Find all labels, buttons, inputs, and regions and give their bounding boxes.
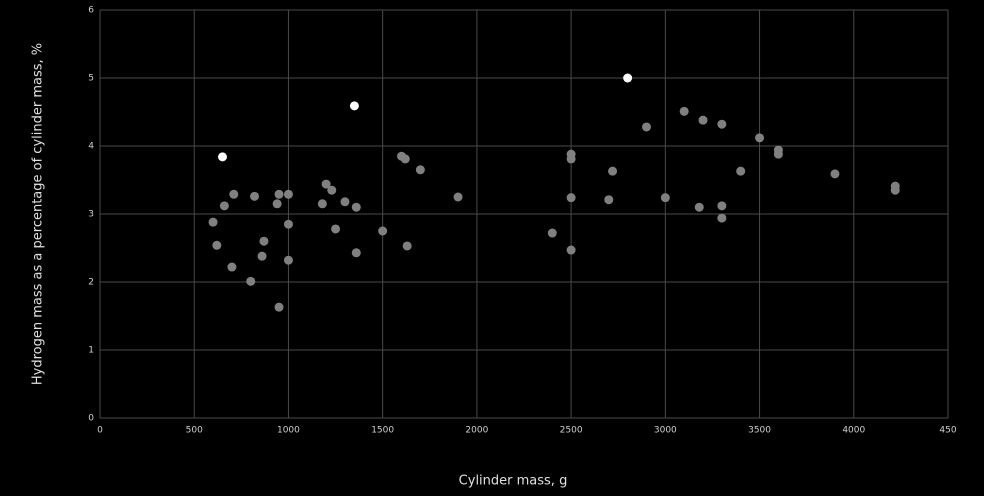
- x-tick-label: 1500: [371, 426, 394, 436]
- point: [453, 192, 463, 202]
- y-axis-title: Hydrogen mass as a percentage of cylinde…: [31, 43, 46, 385]
- point: [259, 236, 269, 246]
- point: [660, 193, 670, 203]
- point: [246, 276, 256, 286]
- point: [566, 245, 576, 255]
- point: [257, 251, 267, 261]
- point: [283, 219, 293, 229]
- point: [694, 202, 704, 212]
- point: [274, 189, 284, 199]
- y-tick-label: 1: [88, 346, 94, 356]
- y-tick-label: 5: [88, 74, 94, 84]
- x-tick-label: 3500: [748, 426, 771, 436]
- point: [623, 73, 633, 83]
- point: [219, 201, 229, 211]
- point: [566, 193, 576, 203]
- point: [400, 154, 410, 164]
- point: [717, 213, 727, 223]
- point: [717, 201, 727, 211]
- point: [317, 199, 327, 209]
- point: [283, 189, 293, 199]
- point: [830, 169, 840, 179]
- point: [755, 133, 765, 143]
- x-tick-label: 2500: [560, 426, 583, 436]
- point: [402, 241, 412, 251]
- point: [229, 189, 239, 199]
- point: [415, 165, 425, 175]
- point: [217, 152, 227, 162]
- point: [698, 115, 708, 125]
- y-tick-label: 2: [88, 278, 94, 288]
- point: [547, 228, 557, 238]
- point: [679, 106, 689, 116]
- point: [717, 119, 727, 129]
- x-tick-label: 500: [186, 426, 203, 436]
- point: [208, 217, 218, 227]
- point: [351, 248, 361, 258]
- x-tick-label: 2000: [465, 426, 488, 436]
- point: [321, 179, 331, 189]
- point: [327, 185, 337, 195]
- point: [212, 240, 222, 250]
- point: [773, 149, 783, 159]
- point: [566, 154, 576, 164]
- x-tick-label: 4000: [842, 426, 865, 436]
- point: [349, 101, 359, 111]
- point: [340, 197, 350, 207]
- point: [351, 202, 361, 212]
- x-tick-label: 1000: [277, 426, 300, 436]
- y-tick-label: 6: [88, 6, 94, 16]
- point: [227, 262, 237, 272]
- y-tick-label: 3: [88, 210, 94, 220]
- point: [890, 185, 900, 195]
- x-tick-label: 0: [97, 426, 103, 436]
- point: [331, 224, 341, 234]
- x-tick-label: 3000: [654, 426, 677, 436]
- point: [250, 191, 260, 201]
- point: [604, 195, 614, 205]
- point: [378, 226, 388, 236]
- point: [736, 166, 746, 176]
- point: [272, 199, 282, 209]
- point: [608, 166, 618, 176]
- y-tick-label: 4: [88, 142, 94, 152]
- point: [641, 122, 651, 132]
- x-axis-title: Cylinder mass, g: [459, 474, 568, 489]
- point: [274, 302, 284, 312]
- y-tick-label: 0: [88, 414, 94, 424]
- x-tick-label: 450: [939, 426, 956, 436]
- point: [283, 255, 293, 265]
